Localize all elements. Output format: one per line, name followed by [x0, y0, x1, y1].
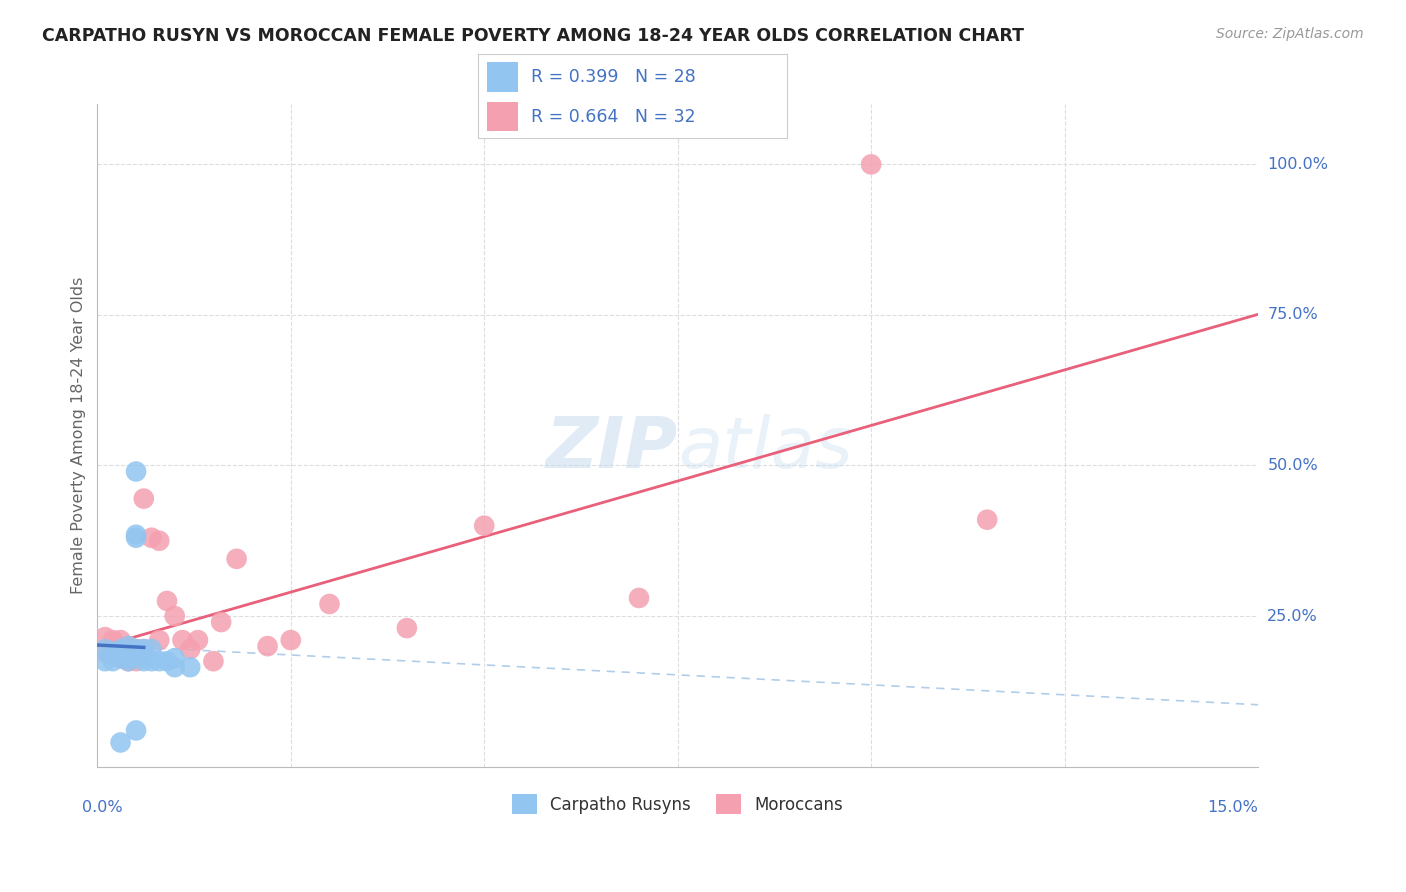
Point	[117, 654, 139, 668]
Point	[94, 642, 117, 657]
Text: R = 0.399   N = 28: R = 0.399 N = 28	[530, 69, 696, 87]
Text: R = 0.664   N = 32: R = 0.664 N = 32	[530, 108, 695, 126]
Point	[148, 654, 170, 668]
Point	[172, 633, 194, 648]
Point	[179, 642, 201, 657]
Point	[148, 533, 170, 548]
Point	[94, 630, 117, 644]
Text: 15.0%: 15.0%	[1208, 800, 1258, 814]
Point	[125, 654, 148, 668]
Point	[976, 513, 998, 527]
Point	[225, 551, 247, 566]
Text: Source: ZipAtlas.com: Source: ZipAtlas.com	[1216, 27, 1364, 41]
Bar	[488, 62, 519, 92]
Point	[132, 642, 155, 657]
Point	[163, 651, 186, 665]
Point	[132, 654, 155, 668]
Point	[117, 639, 139, 653]
Point	[110, 642, 132, 657]
Point	[117, 639, 139, 653]
Point	[156, 594, 179, 608]
Point	[627, 591, 650, 605]
Text: 100.0%: 100.0%	[1267, 157, 1329, 172]
Point	[318, 597, 340, 611]
Point	[117, 648, 139, 662]
Point	[141, 642, 163, 657]
Point	[117, 651, 139, 665]
Point	[101, 645, 124, 659]
Text: 75.0%: 75.0%	[1267, 308, 1317, 322]
Text: 50.0%: 50.0%	[1267, 458, 1317, 473]
Point	[101, 633, 124, 648]
Point	[125, 642, 148, 657]
Point	[94, 645, 117, 659]
Legend: Carpatho Rusyns, Moroccans: Carpatho Rusyns, Moroccans	[505, 788, 851, 822]
Point	[163, 609, 186, 624]
Point	[860, 157, 883, 171]
Text: CARPATHO RUSYN VS MOROCCAN FEMALE POVERTY AMONG 18-24 YEAR OLDS CORRELATION CHAR: CARPATHO RUSYN VS MOROCCAN FEMALE POVERT…	[42, 27, 1024, 45]
Point	[163, 660, 186, 674]
Point	[125, 642, 148, 657]
Point	[110, 651, 132, 665]
Point	[101, 648, 124, 662]
Point	[110, 645, 132, 659]
Point	[179, 660, 201, 674]
Point	[132, 648, 155, 662]
Point	[280, 633, 302, 648]
Point	[472, 518, 495, 533]
Point	[132, 651, 155, 665]
Point	[101, 654, 124, 668]
Text: 0.0%: 0.0%	[82, 800, 122, 814]
Point	[125, 723, 148, 738]
Point	[117, 654, 139, 668]
Point	[395, 621, 418, 635]
Text: 25.0%: 25.0%	[1267, 608, 1317, 624]
Point	[117, 648, 139, 662]
Point	[132, 642, 155, 657]
Point	[187, 633, 209, 648]
Point	[125, 465, 148, 479]
Point	[256, 639, 278, 653]
Point	[141, 654, 163, 668]
Point	[110, 735, 132, 749]
Point	[141, 531, 163, 545]
Point	[125, 531, 148, 545]
Point	[110, 633, 132, 648]
Point	[94, 654, 117, 668]
Point	[156, 654, 179, 668]
Point	[110, 651, 132, 665]
Point	[125, 527, 148, 541]
Point	[148, 633, 170, 648]
Point	[202, 654, 225, 668]
Y-axis label: Female Poverty Among 18-24 Year Olds: Female Poverty Among 18-24 Year Olds	[72, 277, 86, 594]
Point	[132, 491, 155, 506]
Text: ZIP: ZIP	[546, 414, 678, 483]
Text: atlas: atlas	[678, 414, 852, 483]
Bar	[488, 102, 519, 131]
Point	[209, 615, 232, 629]
